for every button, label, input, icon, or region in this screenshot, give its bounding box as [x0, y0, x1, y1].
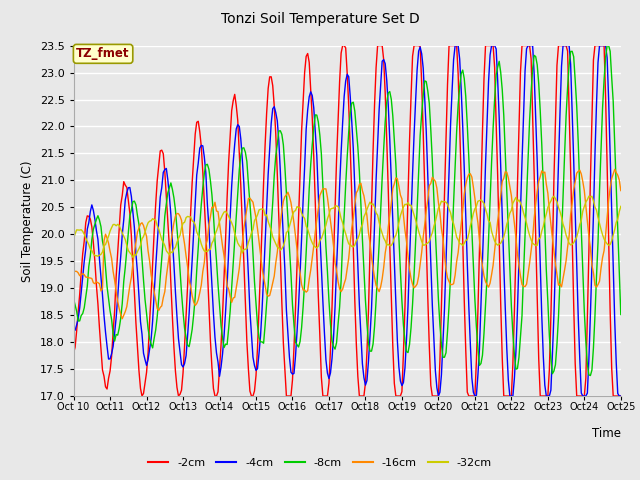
- Text: TZ_fmet: TZ_fmet: [76, 48, 130, 60]
- Text: Tonzi Soil Temperature Set D: Tonzi Soil Temperature Set D: [221, 12, 419, 26]
- Y-axis label: Soil Temperature (C): Soil Temperature (C): [21, 160, 34, 282]
- Legend: -2cm, -4cm, -8cm, -16cm, -32cm: -2cm, -4cm, -8cm, -16cm, -32cm: [144, 453, 496, 472]
- Text: Time: Time: [592, 427, 621, 440]
